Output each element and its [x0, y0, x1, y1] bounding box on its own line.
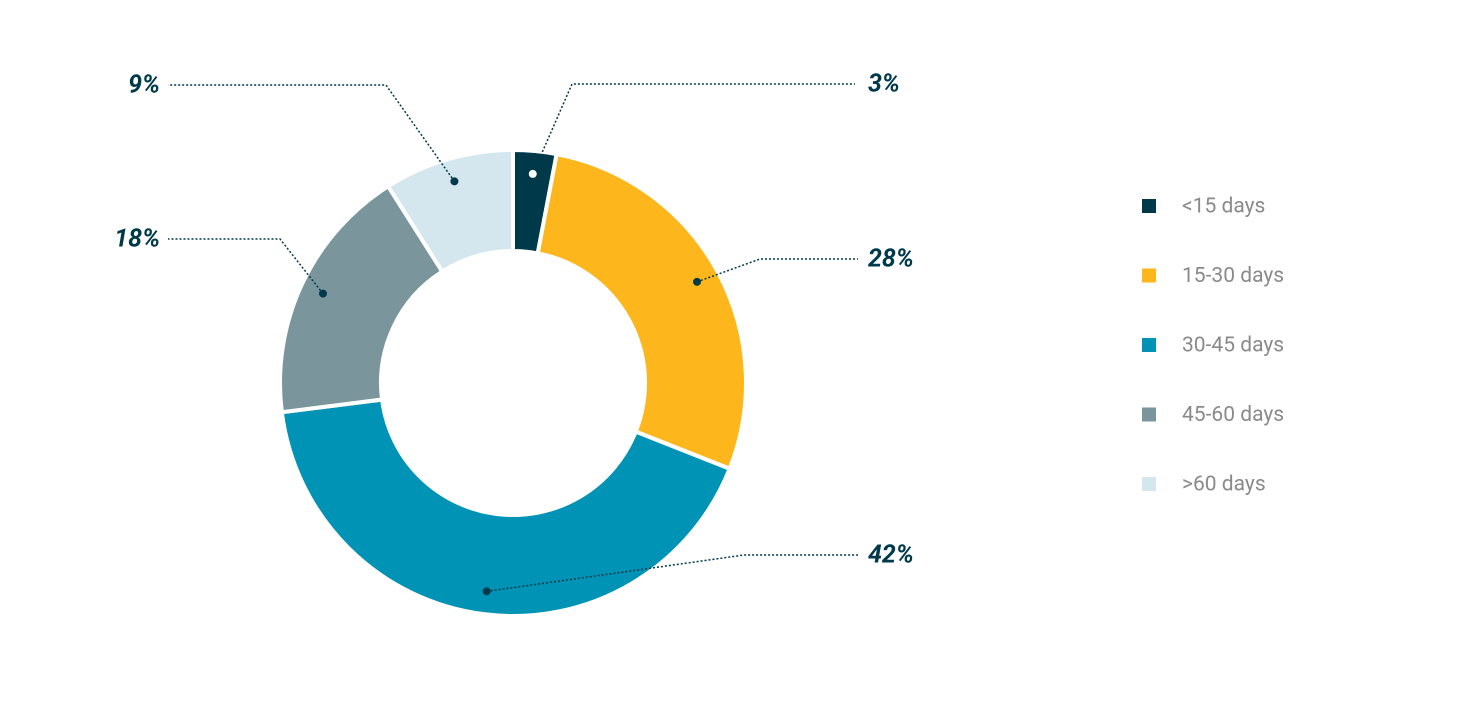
- value-label: 42%: [868, 541, 914, 570]
- legend-label: 45-60 days: [1182, 403, 1284, 427]
- legend-label: 15-30 days: [1182, 264, 1284, 288]
- legend-swatch: [1142, 338, 1156, 352]
- value-label: 18%: [114, 225, 160, 254]
- legend-label: 30-45 days: [1182, 334, 1284, 358]
- legend-label: <15 days: [1182, 195, 1265, 219]
- donut-slice: [385, 147, 515, 275]
- leader-line: [168, 238, 324, 295]
- legend-label: >60 days: [1182, 473, 1266, 497]
- leader-dot: [482, 587, 491, 596]
- value-label: 28%: [868, 245, 914, 274]
- legend-swatch: [1142, 268, 1156, 283]
- value-label: 9%: [128, 71, 160, 100]
- leader-dot: [450, 177, 459, 186]
- donut-slice: [279, 397, 733, 618]
- leader-line: [168, 84, 456, 182]
- leader-dot: [693, 277, 702, 286]
- leader-line: [532, 83, 855, 175]
- leader-dot: [528, 169, 537, 178]
- leader-line: [696, 258, 858, 283]
- legend-swatch: [1142, 477, 1156, 491]
- legend-swatch: [1142, 199, 1156, 213]
- donut-slice: [535, 151, 748, 472]
- leader-dot: [318, 289, 327, 298]
- donut-slice: [278, 183, 446, 415]
- legend-swatch: [1142, 407, 1156, 422]
- value-label: 3%: [868, 70, 900, 99]
